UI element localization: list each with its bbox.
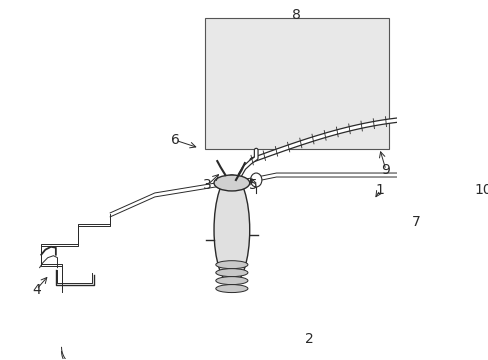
Text: 1: 1: [375, 183, 384, 197]
Text: 2: 2: [304, 332, 313, 346]
Ellipse shape: [215, 285, 247, 293]
Text: 10: 10: [473, 183, 488, 197]
Ellipse shape: [447, 67, 454, 74]
Ellipse shape: [215, 261, 247, 269]
Circle shape: [406, 235, 413, 245]
Ellipse shape: [463, 62, 469, 68]
Circle shape: [472, 205, 484, 219]
Circle shape: [250, 173, 262, 187]
Ellipse shape: [438, 77, 445, 84]
Ellipse shape: [459, 76, 465, 81]
Ellipse shape: [451, 55, 457, 62]
Bar: [204, 18, 388, 149]
Ellipse shape: [434, 58, 442, 67]
Text: 3: 3: [203, 178, 211, 192]
Circle shape: [481, 225, 488, 239]
Text: 6: 6: [170, 133, 179, 147]
Ellipse shape: [214, 175, 249, 191]
Ellipse shape: [215, 269, 247, 276]
Text: 8: 8: [292, 8, 301, 22]
Ellipse shape: [215, 276, 247, 285]
Text: 7: 7: [411, 215, 420, 229]
Text: 9: 9: [381, 163, 389, 177]
Polygon shape: [454, 192, 488, 248]
Ellipse shape: [214, 175, 249, 285]
Text: 5: 5: [249, 178, 258, 192]
Ellipse shape: [470, 58, 475, 63]
Text: 4: 4: [32, 283, 41, 297]
